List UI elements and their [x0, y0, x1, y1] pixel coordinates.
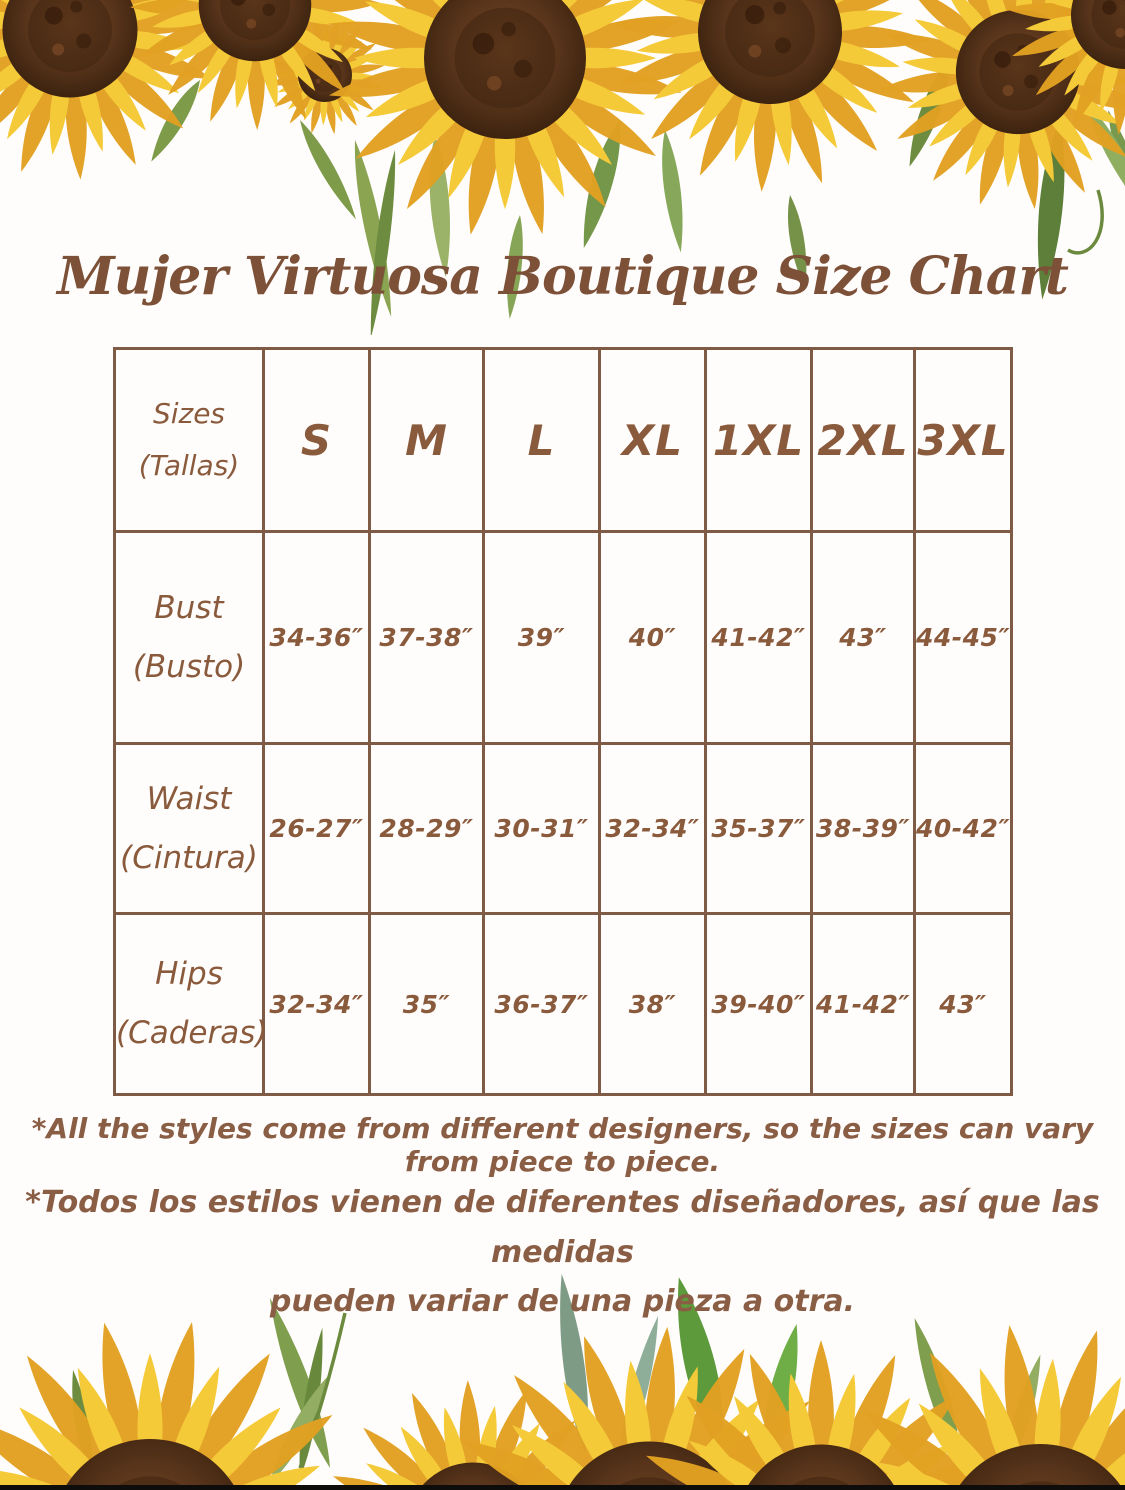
waist-label-es: (Cintura) — [120, 839, 258, 876]
bust-2xl: 43″ — [810, 530, 916, 745]
hips-l: 36-37″ — [482, 912, 601, 1096]
hips-1xl: 39-40″ — [704, 912, 813, 1096]
hips-xl: 38″ — [598, 912, 707, 1096]
hips-m: 35″ — [368, 912, 485, 1096]
hips-label-es: (Caderas) — [116, 1015, 268, 1051]
waist-s: 26-27″ — [262, 742, 371, 915]
bust-m: 37-38″ — [368, 530, 485, 745]
header-size-2xl: 2XL — [810, 347, 916, 533]
waist-label-en: Waist — [146, 780, 232, 817]
waist-xl: 32-34″ — [598, 742, 707, 915]
bust-xl: 40″ — [598, 530, 707, 745]
waist-3xl: 40-42″ — [913, 742, 1013, 915]
header-size-l: L — [482, 347, 601, 533]
hips-label-en: Hips — [155, 956, 223, 993]
bust-3xl: 44-45″ — [913, 530, 1013, 745]
bust-1xl: 41-42″ — [704, 530, 813, 745]
bust-label-en: Bust — [154, 589, 224, 626]
table-header-row: Sizes (Tallas) S M L XL 1XL 2XL 3XL — [113, 347, 1013, 533]
note-spanish-line2: pueden variar de una pieza a otra. — [269, 1284, 856, 1319]
waist-1xl: 35-37″ — [704, 742, 813, 915]
header-size-xl: XL — [598, 347, 707, 533]
bust-row: Bust (Busto) 34-36″ 37-38″ 39″ 40″ 41-42… — [113, 530, 1013, 745]
bust-label-es: (Busto) — [132, 648, 246, 685]
note-spanish: *Todos los estilos vienen de diferentes … — [0, 1178, 1125, 1327]
header-sizes-en: Sizes — [152, 397, 226, 431]
bust-label-cell: Bust (Busto) — [113, 530, 265, 745]
note-spanish-line1: *Todos los estilos vienen de diferentes … — [25, 1185, 1100, 1270]
hips-row: Hips (Caderas) 32-34″ 35″ 36-37″ 38″ 39-… — [113, 912, 1013, 1096]
waist-l: 30-31″ — [482, 742, 601, 915]
header-size-m: M — [368, 347, 485, 533]
bust-l: 39″ — [482, 530, 601, 745]
bottom-divider — [0, 1485, 1125, 1490]
hips-2xl: 41-42″ — [810, 912, 916, 1096]
waist-label-cell: Waist (Cintura) — [113, 742, 265, 915]
note-english: *All the styles come from different desi… — [31, 1112, 1094, 1178]
waist-row: Waist (Cintura) 26-27″ 28-29″ 30-31″ 32-… — [113, 742, 1013, 915]
waist-m: 28-29″ — [368, 742, 485, 915]
size-chart-table: Sizes (Tallas) S M L XL 1XL 2XL 3XL Bust… — [113, 347, 1013, 1096]
waist-2xl: 38-39″ — [810, 742, 916, 915]
header-size-s: S — [262, 347, 371, 533]
hips-s: 32-34″ — [262, 912, 371, 1096]
bust-s: 34-36″ — [262, 530, 371, 745]
header-size-3xl: 3XL — [913, 347, 1013, 533]
header-size-1xl: 1XL — [704, 347, 813, 533]
header-sizes-es: (Tallas) — [138, 449, 240, 482]
page-title: Mujer Virtuosa Boutique Size Chart — [57, 246, 1069, 307]
hips-3xl: 43″ — [913, 912, 1013, 1096]
hips-label-cell: Hips (Caderas) — [113, 912, 268, 1096]
header-sizes-cell: Sizes (Tallas) — [113, 347, 265, 533]
